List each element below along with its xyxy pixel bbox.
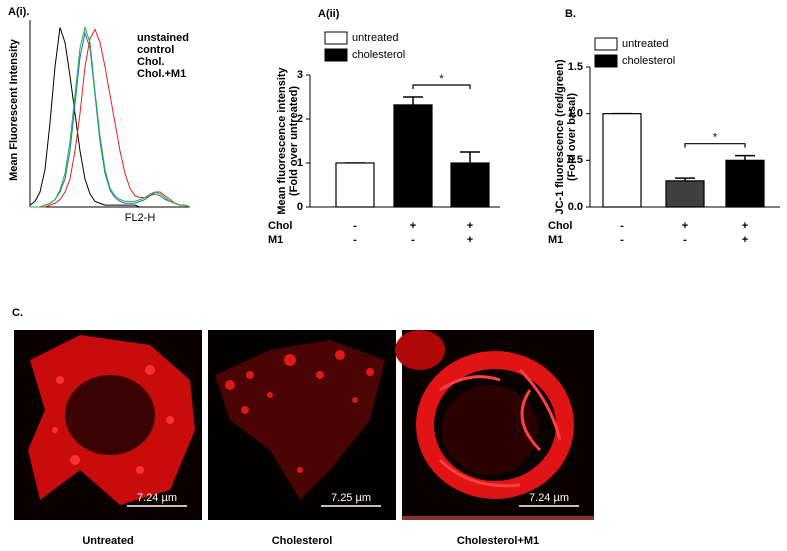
legend-label: cholesterol	[352, 49, 405, 61]
bar	[665, 180, 705, 208]
caption: Untreated	[82, 535, 133, 547]
legend-label: untreated	[352, 32, 398, 44]
scale-label: 7.24 µm	[137, 492, 177, 504]
y-axis-label: Mean fluorescence intensity	[276, 66, 288, 214]
micrograph	[395, 330, 594, 520]
x-axis-label: FL2-H	[125, 212, 156, 224]
y-axis-label: (Fold over untreated)	[288, 86, 300, 196]
histogram-line	[30, 25, 191, 208]
y-tick-label: 3	[297, 69, 303, 81]
condition-mark: -	[620, 234, 624, 246]
y-tick-label: 2	[297, 113, 303, 125]
y-tick-label: 0	[297, 201, 303, 213]
condition-mark: -	[411, 234, 415, 246]
histogram-line	[29, 27, 190, 208]
panel-label: A(ii)	[318, 8, 340, 20]
legend-label: untreated	[622, 38, 668, 50]
panel-label: B.	[565, 8, 576, 20]
condition-label: Chol	[268, 220, 292, 232]
condition-mark: +	[742, 220, 748, 232]
y-tick-label: 1.5	[568, 61, 583, 73]
significance-label: *	[439, 73, 444, 85]
significance-bracket	[684, 143, 746, 148]
legend-swatch	[594, 37, 618, 51]
legend-swatch	[324, 48, 348, 62]
condition-label: M1	[268, 234, 283, 246]
condition-mark: +	[742, 234, 748, 246]
y-tick-label: 1.0	[568, 108, 583, 120]
legend-swatch	[324, 31, 348, 45]
micrograph	[208, 330, 396, 520]
bar	[393, 104, 433, 208]
y-tick-label: 1	[297, 157, 303, 169]
y-axis-label: JC-1 fluorescence (red/green)	[554, 59, 566, 215]
condition-mark: -	[353, 234, 357, 246]
y-axis-label: Mean Fluorescent Intensity	[8, 38, 20, 181]
histogram-line	[30, 31, 191, 208]
caption: Cholesterol	[272, 535, 333, 547]
condition-mark: +	[410, 220, 416, 232]
legend-label: control	[137, 44, 174, 56]
y-tick-label: 0.0	[568, 201, 583, 213]
condition-mark: +	[467, 234, 473, 246]
significance-label: *	[713, 132, 718, 144]
condition-label: Chol	[548, 220, 572, 232]
significance-bracket	[412, 84, 471, 89]
condition-mark: -	[683, 234, 687, 246]
condition-mark: +	[682, 220, 688, 232]
caption: Cholesterol+M1	[457, 535, 539, 547]
y-axis-label: (Fold over basal)	[566, 93, 578, 181]
histogram-line	[30, 28, 191, 208]
panel-label: C.	[12, 307, 23, 319]
legend-label: unstained	[137, 32, 189, 44]
condition-mark: +	[467, 220, 473, 232]
legend-swatch	[594, 54, 618, 68]
scale-label: 7.25 µm	[331, 492, 371, 504]
scale-label: 7.24 µm	[529, 492, 569, 504]
legend-label: Chol.+M1	[137, 68, 186, 80]
micrograph	[14, 330, 202, 520]
bar	[602, 113, 642, 208]
legend-label: Chol.	[137, 56, 165, 68]
bar	[725, 159, 765, 208]
condition-mark: -	[353, 220, 357, 232]
y-tick-label: 0.5	[568, 154, 583, 166]
legend-label: cholesterol	[622, 55, 675, 67]
panel-label: A(i).	[8, 6, 29, 18]
bar	[335, 162, 375, 208]
condition-label: M1	[548, 234, 563, 246]
condition-mark: -	[620, 220, 624, 232]
bar	[450, 162, 490, 208]
